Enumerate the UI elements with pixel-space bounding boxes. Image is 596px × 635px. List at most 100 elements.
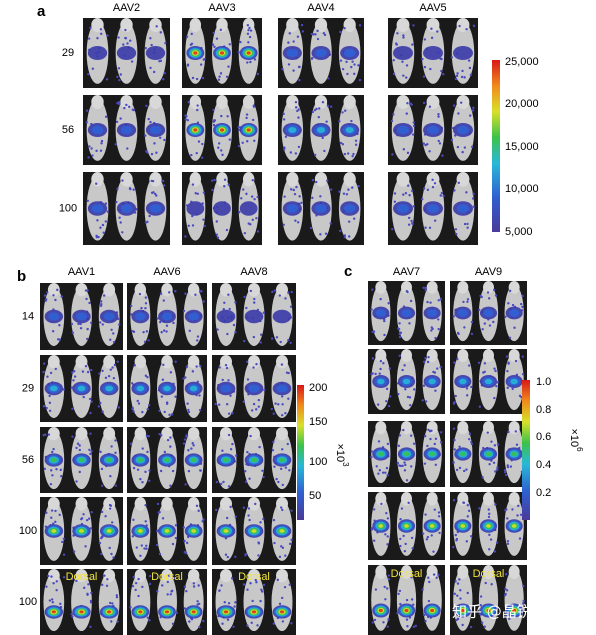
signal-speck	[343, 27, 346, 30]
signal-speck	[195, 77, 199, 81]
signal-speck	[505, 614, 508, 617]
signal-speck	[100, 467, 104, 471]
signal-speck	[424, 286, 427, 290]
signal-speck	[171, 542, 175, 546]
signal-speck	[106, 578, 109, 581]
signal-speck	[323, 33, 327, 37]
mouse-head	[375, 349, 387, 362]
signal-speck	[100, 484, 104, 487]
signal-speck	[82, 395, 85, 399]
signal-speck	[49, 482, 53, 486]
signal-speck	[311, 196, 314, 200]
signal-speck	[289, 151, 293, 154]
signal-speck	[421, 532, 425, 535]
signal-speck	[437, 139, 440, 143]
signal-speck	[403, 461, 406, 464]
signal-speck	[401, 60, 404, 63]
signal-speck	[297, 108, 300, 111]
signal-speck	[433, 371, 437, 374]
mouse-head	[134, 497, 147, 511]
signal-speck	[412, 205, 416, 208]
mouse-head	[187, 355, 200, 369]
view-label: Dorsal	[66, 571, 98, 583]
signal-speck	[226, 555, 230, 559]
signal-speck	[341, 111, 344, 114]
mouse-head	[216, 172, 228, 187]
signal-speck	[506, 542, 510, 546]
signal-speck	[433, 442, 436, 446]
signal	[51, 529, 57, 533]
row-label: 14	[22, 310, 34, 322]
signal-speck	[466, 591, 469, 595]
mouse-head	[91, 172, 104, 187]
colorbar	[297, 385, 304, 520]
signal-speck	[504, 587, 507, 591]
signal-speck	[398, 335, 402, 339]
signal-speck	[160, 434, 163, 437]
signal-speck	[246, 360, 249, 364]
signal-speck	[407, 216, 411, 220]
signal-speck	[310, 32, 313, 36]
signal-speck	[62, 553, 66, 556]
signal-speck	[423, 38, 427, 41]
signal-speck	[254, 502, 257, 506]
signal-speck	[398, 464, 401, 467]
signal-speck	[145, 434, 149, 438]
signal-speck	[89, 432, 92, 435]
signal-speck	[455, 468, 459, 472]
signal-speck	[158, 320, 162, 324]
signal-speck	[433, 182, 437, 185]
signal-speck	[514, 359, 518, 363]
signal-speck	[271, 449, 275, 452]
signal-speck	[55, 468, 58, 471]
signal-speck	[138, 292, 142, 296]
signal-speck	[218, 75, 221, 78]
signal-speck	[95, 235, 98, 239]
signal-speck	[339, 229, 342, 233]
signal-speck	[198, 625, 201, 629]
signal-speck	[225, 403, 229, 406]
signal-speck	[121, 179, 124, 182]
signal-speck	[112, 376, 116, 380]
column-label: AAV3	[208, 2, 235, 14]
signal-speck	[298, 65, 301, 69]
row-label: 100	[19, 596, 37, 608]
signal-speck	[162, 78, 165, 81]
signal-speck	[470, 535, 473, 538]
signal-speck	[221, 153, 224, 157]
mouse-head	[426, 18, 440, 32]
signal-speck	[234, 301, 237, 304]
signal-speck	[72, 379, 75, 382]
signal-speck	[516, 514, 519, 517]
signal-speck	[350, 119, 353, 123]
signal-speck	[453, 448, 456, 451]
signal-speck	[506, 386, 509, 390]
signal-speck	[288, 469, 291, 472]
signal-speck	[116, 187, 119, 191]
panel-label: b	[17, 268, 26, 285]
signal-speck	[511, 387, 514, 391]
signal-speck	[126, 147, 129, 150]
signal-speck	[247, 41, 250, 44]
images	[40, 18, 527, 635]
signal-speck	[225, 516, 229, 520]
signal-speck	[232, 323, 236, 327]
signal-speck	[411, 222, 414, 226]
signal-speck	[85, 109, 89, 112]
signal-speck	[48, 409, 52, 412]
signal-speck	[211, 43, 215, 46]
mouse-head	[508, 281, 520, 294]
signal-speck	[457, 112, 460, 115]
signal-speck	[125, 103, 128, 107]
signal-speck	[322, 31, 326, 35]
signal-speck	[183, 550, 187, 554]
signal-speck	[283, 195, 286, 198]
signal-speck	[77, 322, 80, 326]
signal-speck	[150, 43, 153, 47]
signal-speck	[437, 511, 441, 514]
signal-speck	[338, 120, 341, 123]
mouse-head	[276, 355, 288, 369]
signal-speck	[481, 476, 484, 479]
signal-speck	[83, 586, 86, 590]
signal-speck	[227, 433, 231, 437]
